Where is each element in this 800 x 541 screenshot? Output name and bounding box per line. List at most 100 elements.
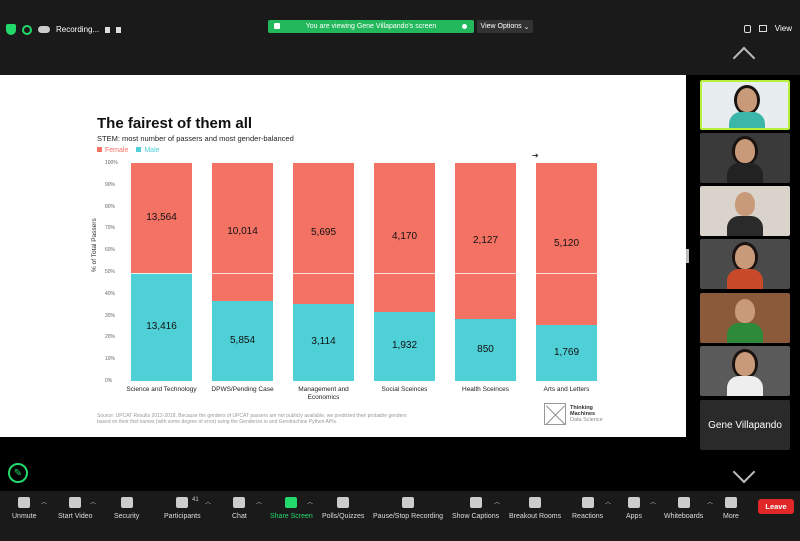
participants-icon (176, 497, 189, 508)
share-options-chevron-icon[interactable]: ︿ (307, 500, 314, 506)
bar-group: 5,695 3,114 (293, 163, 354, 381)
status-dot-icon (462, 24, 467, 29)
speaker-icon (274, 23, 280, 29)
logo-line-1: Thinking (570, 405, 593, 411)
recording-status-icon[interactable] (22, 24, 32, 35)
data-label-female: 5,120 (553, 238, 580, 249)
share-screen-button[interactable]: Share Screen (270, 497, 313, 520)
participant-face (735, 192, 755, 216)
y-tick-label: 90% (105, 181, 116, 188)
reactions-button[interactable]: Reactions (572, 497, 603, 520)
reactions-options-chevron-icon[interactable]: ︿ (605, 500, 612, 506)
unmute-button[interactable]: Unmute (12, 497, 37, 520)
category-label: Social Sceinces (381, 386, 428, 393)
view-button[interactable]: View (774, 24, 792, 33)
participant-video[interactable] (700, 186, 790, 236)
whiteboard-options-chevron-icon[interactable]: ︿ (707, 500, 714, 506)
security-button[interactable]: Security (114, 497, 139, 520)
breakout-label: Breakout Rooms (509, 513, 562, 520)
chart-legend: Female Male (97, 147, 160, 154)
participants-label: Participants (164, 513, 201, 520)
participant-video[interactable] (700, 293, 790, 343)
participant-body (727, 376, 763, 396)
pause-recording-label: Pause/Stop Recording (373, 513, 444, 520)
meeting-top-bar (0, 0, 800, 75)
start-video-label: Start Video (58, 513, 93, 520)
participant-video[interactable] (700, 346, 790, 396)
participant-body (727, 216, 763, 236)
top-right-controls: View (743, 24, 792, 33)
meeting-toolbar (0, 491, 800, 541)
panel-resize-handle[interactable] (686, 249, 689, 263)
bar-group: 5,120 1,769 (536, 163, 597, 381)
pause-recording-icon[interactable] (105, 26, 111, 33)
captions-label: Show Captions (452, 513, 500, 520)
participant-body (727, 163, 763, 183)
share-screen-icon (285, 497, 298, 508)
bar-male (455, 318, 516, 381)
bar-female (293, 163, 354, 304)
start-video-button[interactable]: Start Video (58, 497, 93, 520)
thinking-machines-logo-icon (544, 403, 566, 425)
stop-recording-icon[interactable] (116, 26, 122, 33)
pause-stop-recording-button[interactable]: Pause/Stop Recording (373, 497, 443, 520)
polls-button[interactable]: Polls/Quizzes (322, 497, 364, 520)
participant-video[interactable] (700, 133, 790, 183)
reactions-icon (581, 497, 594, 508)
show-captions-button[interactable]: Show Captions (452, 497, 499, 520)
bar-male (131, 272, 192, 381)
y-tick-label: 100% (105, 160, 118, 166)
captions-options-chevron-icon[interactable]: ︿ (494, 500, 501, 506)
category-label: DPWS/Pending Case (211, 386, 274, 393)
y-tick-label: 50% (105, 269, 116, 275)
chat-button[interactable]: Chat (232, 497, 247, 520)
polls-icon (337, 497, 350, 508)
y-tick-label: 40% (105, 290, 116, 297)
reactions-label: Reactions (572, 513, 604, 520)
video-options-chevron-icon[interactable]: ︿ (90, 500, 97, 506)
apps-options-chevron-icon[interactable]: ︿ (650, 500, 657, 506)
chat-options-chevron-icon[interactable]: ︿ (256, 500, 263, 506)
grid-view-icon[interactable] (758, 25, 767, 32)
participant-video-active[interactable] (700, 80, 790, 130)
scroll-down-chevron-icon[interactable] (732, 460, 756, 484)
annotate-pen-icon[interactable]: ✎ (8, 463, 28, 483)
category-label: Health Sceinces (462, 386, 509, 393)
apps-button[interactable]: Apps (626, 497, 642, 520)
fifty-percent-line (125, 273, 611, 274)
participant-name: Gene Villapando (708, 419, 782, 431)
shared-slide: The fairest of them all STEM: most numbe… (0, 75, 686, 437)
y-axis-label: % of Total Passers (91, 218, 98, 272)
slide-subtitle: STEM: most number of passers and most ge… (97, 134, 294, 143)
leave-button[interactable]: Leave (758, 499, 794, 514)
shield-icon[interactable] (6, 24, 16, 35)
chat-icon (233, 497, 246, 508)
participant-face (735, 299, 755, 323)
data-label-male: 3,114 (311, 336, 336, 348)
arrow-right-icon: ➔ (532, 151, 539, 160)
bar-group: 13,564 13,416 (131, 163, 192, 381)
legend-male: Male (136, 147, 160, 154)
share-screen-label: Share Screen (270, 513, 313, 520)
data-label-female: 13,564 (146, 211, 177, 223)
pause-stop-icon (402, 497, 415, 508)
source-note: Source: UPCAT Results 2012-2018. Because… (97, 413, 407, 425)
whiteboard-icon (677, 497, 690, 508)
participants-options-chevron-icon[interactable]: ︿ (205, 500, 212, 506)
whiteboards-button[interactable]: Whiteboards (664, 497, 703, 520)
lock-icon[interactable] (743, 24, 751, 33)
bar-male (293, 303, 354, 381)
view-options-button[interactable]: View Options ⌄ (477, 20, 533, 33)
audio-options-chevron-icon[interactable]: ︿ (41, 500, 48, 506)
breakout-rooms-button[interactable]: Breakout Rooms (509, 497, 561, 520)
participant-body (727, 269, 763, 289)
more-button[interactable]: More (723, 497, 739, 520)
banner-text: You are viewing Gene Villapando's screen (305, 23, 437, 30)
participant-video[interactable] (700, 239, 790, 289)
participant-face (735, 245, 755, 269)
y-tick-label: 20% (105, 334, 116, 341)
participants-button[interactable]: Participants (164, 497, 201, 520)
bar-male (374, 311, 435, 381)
participant-name-tile[interactable]: Gene Villapando (700, 400, 790, 450)
data-label-male: 850 (477, 343, 494, 355)
